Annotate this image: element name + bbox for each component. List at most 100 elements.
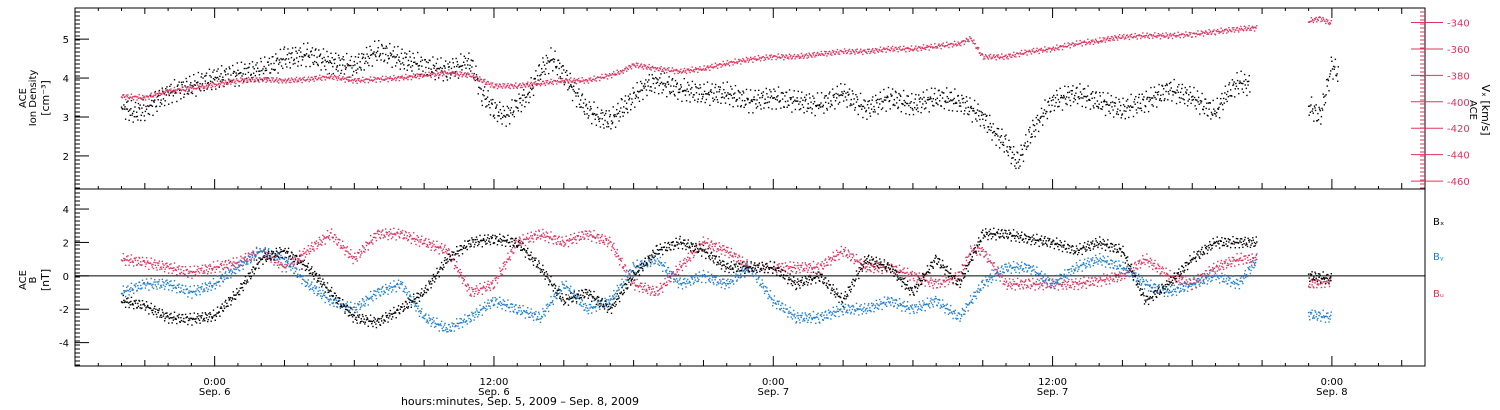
vx-point — [855, 49, 857, 51]
density-point — [1143, 96, 1145, 98]
bz-point — [565, 235, 567, 237]
bz-point — [238, 261, 240, 263]
vx-point — [135, 96, 138, 98]
vx-point — [698, 69, 700, 71]
density-point — [444, 60, 447, 62]
density-point — [783, 106, 786, 108]
vx-point — [271, 77, 273, 79]
bz-point — [616, 248, 619, 251]
density-point — [979, 125, 982, 127]
density-point — [302, 56, 304, 58]
density-point — [312, 63, 315, 66]
bz-point — [286, 263, 288, 266]
density-point — [805, 94, 808, 96]
density-point — [1048, 97, 1051, 99]
density-point — [133, 115, 136, 118]
density-point — [1167, 99, 1169, 101]
density-point — [242, 73, 244, 75]
bz-point — [458, 275, 460, 278]
density-point — [348, 64, 351, 67]
density-point — [277, 63, 280, 65]
bz-point — [507, 258, 510, 261]
bz-point — [621, 257, 623, 260]
density-point — [236, 62, 239, 64]
vx-point — [864, 49, 866, 51]
bz-point — [485, 286, 488, 288]
vx-point — [973, 39, 975, 41]
density-point — [494, 102, 496, 104]
bz-point — [418, 241, 420, 243]
density-point — [551, 59, 553, 61]
bz-point — [410, 235, 412, 237]
density-point — [524, 96, 527, 99]
bz-point — [475, 290, 477, 293]
vx-point — [457, 74, 460, 76]
density-point — [886, 95, 889, 97]
density-point — [686, 88, 688, 90]
density-point — [706, 81, 709, 83]
vx-point — [307, 76, 310, 78]
density-point — [1182, 93, 1185, 96]
density-point — [1003, 151, 1005, 153]
density-point — [1022, 160, 1025, 162]
density-point — [1333, 68, 1335, 70]
bz-point — [537, 236, 539, 239]
bz-point — [467, 284, 470, 286]
vx-point — [838, 53, 841, 55]
bz-point — [377, 229, 379, 232]
vx-point — [318, 77, 320, 79]
vx-point — [1238, 31, 1240, 33]
bz-point — [500, 269, 503, 271]
bz-point — [471, 288, 474, 291]
density-point — [1127, 105, 1129, 107]
density-point — [148, 105, 150, 108]
vx-point — [1167, 37, 1169, 39]
vx-point — [532, 83, 534, 85]
density-point — [1247, 80, 1250, 83]
density-point — [689, 88, 692, 90]
density-point — [652, 82, 655, 85]
vx-point — [827, 53, 829, 55]
vx-point — [246, 79, 248, 81]
vx-point — [190, 87, 193, 89]
vx-point — [573, 77, 576, 80]
bz-point — [300, 253, 303, 256]
density-point — [1099, 91, 1101, 94]
vx-point — [1170, 35, 1172, 37]
vx-point — [968, 40, 970, 43]
density-point — [353, 70, 355, 73]
bz-point — [564, 243, 567, 245]
density-point — [691, 80, 694, 83]
density-point — [767, 106, 770, 109]
density-point — [774, 90, 776, 92]
density-point — [229, 80, 232, 83]
density-point — [689, 101, 691, 103]
bz-point — [386, 233, 388, 235]
vx-point — [254, 79, 256, 81]
bz-point — [160, 266, 162, 268]
vx-point — [560, 80, 563, 82]
density-point — [725, 95, 727, 97]
bz-point — [475, 285, 478, 287]
bz-point — [504, 268, 507, 270]
bz-point — [287, 258, 290, 260]
bz-point — [488, 284, 491, 286]
vx-point — [682, 70, 684, 73]
density-point — [1317, 112, 1319, 115]
bz-point — [498, 275, 500, 277]
bz-point — [662, 291, 664, 293]
vx-point — [1007, 58, 1009, 60]
bz-point — [734, 255, 737, 258]
bz-point — [428, 241, 431, 243]
density-point — [263, 65, 265, 68]
density-point — [571, 86, 573, 88]
density-point — [842, 100, 845, 102]
density-point — [613, 114, 615, 116]
bz-point — [180, 268, 182, 271]
bz-point — [686, 260, 688, 263]
density-point — [385, 53, 387, 56]
vx-point — [1097, 42, 1100, 44]
bz-point — [471, 287, 473, 289]
density-point — [1116, 111, 1118, 113]
vx-point — [977, 48, 979, 50]
